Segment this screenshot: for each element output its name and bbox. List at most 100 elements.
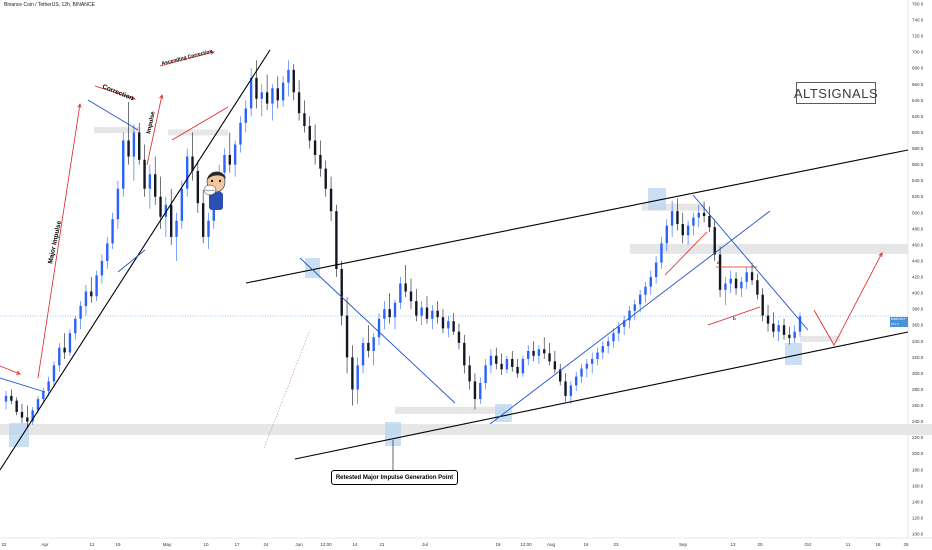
y-tick-label: 600.0 — [912, 130, 924, 135]
candle-body — [543, 349, 546, 354]
candle-body — [271, 88, 274, 104]
y-tick-label: 720.0 — [912, 34, 924, 39]
candle-body — [718, 254, 722, 290]
candle-body — [489, 355, 493, 366]
y-tick-label: 260.0 — [912, 403, 924, 408]
zone-may-top — [168, 129, 228, 136]
candle-body — [100, 260, 104, 276]
correction-arrow — [94, 85, 136, 100]
y-tick-label: 400.0 — [912, 291, 924, 296]
candle-body — [223, 154, 226, 173]
candle-body — [399, 283, 402, 303]
candle-body — [532, 350, 535, 356]
candle-body — [260, 92, 263, 99]
point-b-label: b — [733, 316, 736, 321]
candle-body — [537, 349, 541, 356]
candle-body — [601, 346, 605, 353]
candle-body — [761, 294, 764, 316]
price-axis — [908, 0, 932, 550]
candle-body — [143, 159, 146, 189]
candle-body — [244, 108, 247, 123]
candle-body — [26, 417, 29, 422]
candle-body — [4, 395, 8, 402]
candle-body — [676, 211, 679, 225]
y-tick-label: 560.0 — [912, 162, 924, 167]
y-tick-label: 300.0 — [912, 371, 924, 376]
y-tick-label: 420.0 — [912, 275, 924, 280]
candle-body — [106, 243, 109, 261]
major-trendline — [0, 49, 271, 471]
candle-body — [132, 132, 136, 157]
candle-body — [228, 154, 232, 165]
x-tick-label: 12:00 — [520, 542, 532, 547]
candle-body — [297, 92, 301, 114]
candle-body — [287, 69, 290, 83]
candle-body — [468, 365, 471, 382]
candle-body — [638, 294, 642, 305]
candle-body — [319, 154, 322, 169]
candle-body — [628, 310, 631, 321]
candle-body — [420, 307, 423, 316]
candle-body — [52, 365, 56, 382]
candle-body — [191, 156, 194, 172]
candle-body — [484, 365, 487, 384]
price-tag-value: 371.4 — [891, 322, 899, 326]
candle-body — [729, 278, 732, 284]
candle-body — [660, 243, 663, 263]
y-tick-label: 140.0 — [912, 499, 924, 504]
support-zone-sep — [800, 335, 840, 342]
x-tick-label: Apr — [41, 542, 49, 547]
impulse-arrow-head — [159, 94, 164, 99]
y-tick-label: 760.0 — [912, 2, 924, 7]
x-tick-label: 21 — [379, 542, 385, 547]
x-tick-label: 18 — [875, 542, 881, 547]
candle-body — [74, 318, 77, 334]
y-tick-label: 360.0 — [912, 323, 924, 328]
candle-body — [201, 203, 205, 237]
candle-body — [521, 358, 525, 374]
y-tick-label: 640.0 — [912, 98, 924, 103]
y-tick-label: 700.0 — [912, 50, 924, 55]
candle-body — [612, 333, 615, 342]
y-tick-label: 580.0 — [912, 146, 924, 151]
trendline-early — [0, 377, 46, 393]
channel-lower-line — [294, 331, 909, 460]
x-tick-label: 10 — [203, 542, 209, 547]
candle-body — [569, 385, 573, 396]
x-tick-label: 19 — [495, 542, 501, 547]
candle-body — [553, 361, 557, 370]
candle-body — [388, 309, 391, 318]
candle-body — [292, 69, 295, 93]
candle-body — [169, 204, 173, 237]
candle-body — [585, 363, 589, 369]
altsignals-logo: ALTSIGNALS — [794, 82, 878, 104]
red-trend-aug — [664, 231, 708, 276]
x-tick-label: May — [163, 542, 172, 547]
resistance-zone-sep — [630, 243, 908, 254]
y-tick-label: 340.0 — [912, 339, 924, 344]
candle-body — [159, 196, 162, 217]
candle-body — [708, 216, 711, 228]
x-tick-label: 12 — [89, 542, 95, 547]
avatar-body — [209, 192, 223, 210]
candle-body — [393, 302, 397, 318]
candle-body — [340, 269, 343, 316]
x-tick-label: Aug — [547, 542, 556, 547]
major-impulse-label: Major Impulse — [47, 220, 63, 265]
descending-trendline-jun — [299, 257, 456, 404]
y-tick-label: 220.0 — [912, 435, 924, 440]
candle-body — [788, 334, 791, 339]
y-tick-label: 160.0 — [912, 483, 924, 488]
candle-body — [505, 358, 509, 370]
y-tick-label: 540.0 — [912, 178, 924, 183]
y-tick-label: 180.0 — [912, 467, 924, 472]
x-tick-label: 19 — [115, 542, 121, 547]
descending-trendline-sep — [692, 194, 809, 331]
candle-body — [622, 320, 626, 327]
y-tick-label: 440.0 — [912, 258, 924, 263]
candle-body — [511, 358, 514, 367]
x-tick-label: Sep — [679, 542, 688, 547]
x-tick-label: 11 — [846, 542, 851, 547]
